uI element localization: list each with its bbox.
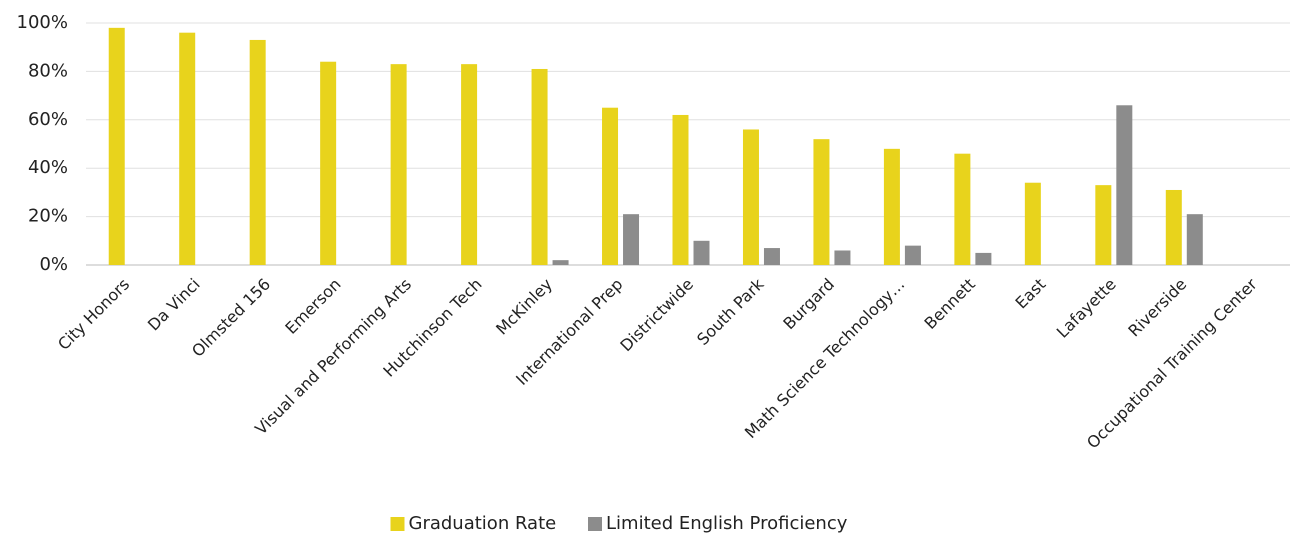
bar [461, 64, 478, 265]
bar [552, 260, 569, 265]
legend-swatch [588, 517, 602, 531]
x-tick-label: East [1012, 275, 1050, 313]
bar [1186, 214, 1203, 265]
bar [249, 39, 266, 265]
bar [108, 27, 125, 266]
bar [1116, 105, 1133, 265]
bar [763, 248, 780, 265]
bar [531, 68, 548, 265]
x-tick-label: McKinley [492, 275, 556, 339]
legend-label: Graduation Rate [409, 513, 557, 534]
bar [623, 214, 640, 265]
legend-swatch [390, 517, 405, 531]
x-tick-label: Emerson [281, 275, 344, 338]
bar [179, 32, 196, 266]
bar [883, 148, 900, 265]
y-tick-label: 0% [39, 254, 68, 275]
bar [693, 240, 710, 265]
x-tick-label: Lafayette [1053, 275, 1120, 342]
x-tick-label: South Park [693, 274, 768, 349]
x-tick-label: Bennett [921, 275, 979, 333]
y-tick-label: 20% [28, 206, 68, 227]
y-tick-label: 60% [28, 109, 68, 130]
x-tick-label: City Honors [54, 275, 133, 354]
bar [1024, 182, 1041, 265]
bar [742, 129, 759, 265]
bar [672, 114, 689, 266]
y-tick-label: 40% [28, 157, 68, 178]
bar [834, 250, 851, 265]
bar [320, 61, 337, 265]
x-tick-label: Da Vinci [144, 275, 204, 335]
bar [390, 64, 407, 265]
bar [975, 252, 992, 265]
x-tick-label: Districtwide [616, 275, 697, 356]
y-tick-label: 100% [17, 12, 68, 33]
bar [904, 245, 921, 265]
x-tick-label: Riverside [1124, 275, 1190, 341]
legend-label: Limited English Proficiency [606, 513, 848, 534]
bar [1095, 185, 1112, 265]
y-tick-label: 80% [28, 60, 68, 81]
bar [602, 107, 619, 265]
bar [954, 153, 971, 265]
bar [813, 139, 830, 265]
bar [1165, 189, 1182, 265]
x-tick-label: Burgard [779, 275, 838, 334]
